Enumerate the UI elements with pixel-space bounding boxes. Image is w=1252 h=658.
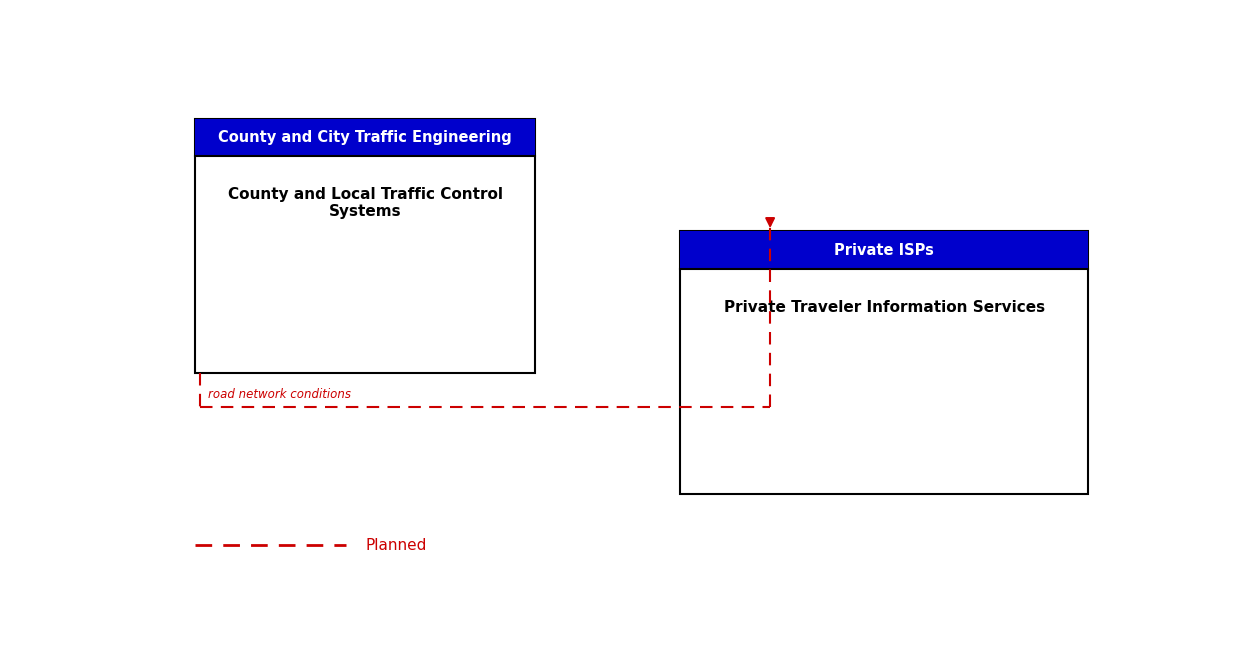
- Bar: [195, 120, 535, 156]
- Bar: [681, 231, 1088, 494]
- Bar: [681, 231, 1088, 269]
- Text: County and City Traffic Engineering: County and City Traffic Engineering: [218, 130, 512, 145]
- Text: Private ISPs: Private ISPs: [834, 243, 934, 257]
- Text: Private Traveler Information Services: Private Traveler Information Services: [724, 299, 1044, 315]
- Bar: [195, 120, 535, 373]
- Text: County and Local Traffic Control
Systems: County and Local Traffic Control Systems: [228, 187, 502, 219]
- Text: Planned: Planned: [366, 538, 427, 553]
- Text: road network conditions: road network conditions: [208, 388, 351, 401]
